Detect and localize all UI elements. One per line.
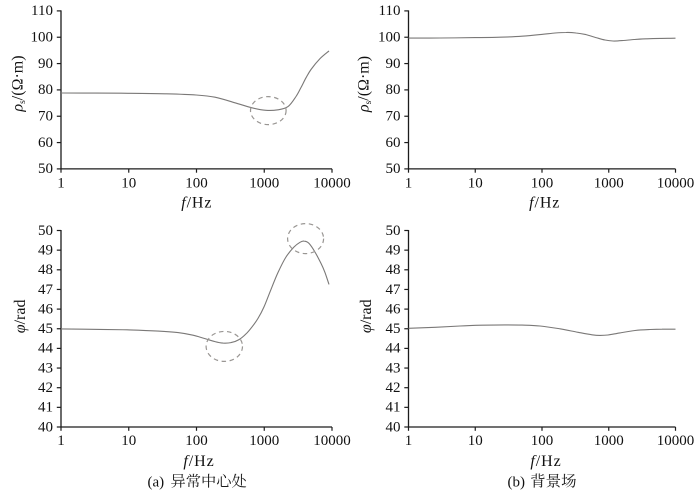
svg-text:60: 60 xyxy=(38,135,53,151)
svg-text:45: 45 xyxy=(386,321,401,337)
svg-text:ρs/(Ω·m): ρs/(Ω·m) xyxy=(10,55,29,112)
svg-text:100: 100 xyxy=(31,30,54,46)
svg-text:110: 110 xyxy=(379,3,401,19)
svg-text:100: 100 xyxy=(185,433,208,449)
svg-text:10000: 10000 xyxy=(657,176,695,192)
svg-text:1000: 1000 xyxy=(594,433,624,449)
svg-text:φ/rad: φ/rad xyxy=(358,299,375,333)
svg-text:1: 1 xyxy=(57,433,65,449)
svg-text:49: 49 xyxy=(386,242,401,258)
svg-text:44: 44 xyxy=(386,341,402,357)
svg-text:(b): (b) xyxy=(508,475,526,491)
svg-text:10: 10 xyxy=(468,433,483,449)
svg-text:41: 41 xyxy=(38,400,53,416)
svg-text:100: 100 xyxy=(378,30,401,46)
svg-text:100: 100 xyxy=(531,433,554,449)
svg-text:46: 46 xyxy=(386,301,402,317)
svg-text:42: 42 xyxy=(386,380,401,396)
svg-text:100: 100 xyxy=(185,176,208,192)
svg-text:110: 110 xyxy=(31,3,53,19)
svg-text:1000: 1000 xyxy=(249,176,279,192)
svg-text:ρs/(Ω·m): ρs/(Ω·m) xyxy=(355,56,374,113)
svg-text:100: 100 xyxy=(531,176,554,192)
svg-text:90: 90 xyxy=(386,56,401,72)
svg-text:10000: 10000 xyxy=(313,176,351,192)
svg-text:50: 50 xyxy=(386,161,401,177)
svg-text:10: 10 xyxy=(121,176,136,192)
svg-text:80: 80 xyxy=(38,82,53,98)
svg-text:1: 1 xyxy=(405,433,413,449)
svg-text:50: 50 xyxy=(386,223,401,239)
svg-text:40: 40 xyxy=(386,419,401,435)
svg-text:f/Hz: f/Hz xyxy=(181,195,212,212)
svg-text:10: 10 xyxy=(121,433,136,449)
svg-text:f/Hz: f/Hz xyxy=(530,453,561,470)
svg-text:48: 48 xyxy=(38,262,53,278)
svg-text:41: 41 xyxy=(386,400,401,416)
svg-text:70: 70 xyxy=(386,109,401,125)
svg-text:1: 1 xyxy=(57,176,65,192)
svg-text:40: 40 xyxy=(38,419,53,435)
svg-text:44: 44 xyxy=(38,341,54,357)
svg-text:46: 46 xyxy=(38,301,54,317)
svg-text:48: 48 xyxy=(386,262,401,278)
svg-text:f/Hz: f/Hz xyxy=(529,195,560,212)
svg-text:70: 70 xyxy=(38,109,53,125)
svg-text:80: 80 xyxy=(386,82,401,98)
svg-text:42: 42 xyxy=(38,380,53,396)
svg-text:47: 47 xyxy=(38,282,54,298)
svg-text:90: 90 xyxy=(38,56,53,72)
svg-text:45: 45 xyxy=(38,321,53,337)
svg-text:50: 50 xyxy=(38,161,53,177)
svg-text:1000: 1000 xyxy=(249,433,279,449)
svg-text:1: 1 xyxy=(405,176,413,192)
svg-text:49: 49 xyxy=(38,242,53,258)
svg-text:(a): (a) xyxy=(148,475,165,491)
svg-text:50: 50 xyxy=(38,223,53,239)
svg-text:43: 43 xyxy=(38,360,53,376)
svg-text:47: 47 xyxy=(386,282,402,298)
svg-text:f/Hz: f/Hz xyxy=(183,453,214,470)
svg-text:60: 60 xyxy=(386,135,401,151)
svg-text:10000: 10000 xyxy=(313,433,351,449)
svg-text:1000: 1000 xyxy=(594,176,624,192)
svg-text:43: 43 xyxy=(386,360,401,376)
svg-text:φ/rad: φ/rad xyxy=(12,300,29,334)
svg-text:10: 10 xyxy=(468,176,483,192)
svg-text:10000: 10000 xyxy=(657,433,695,449)
